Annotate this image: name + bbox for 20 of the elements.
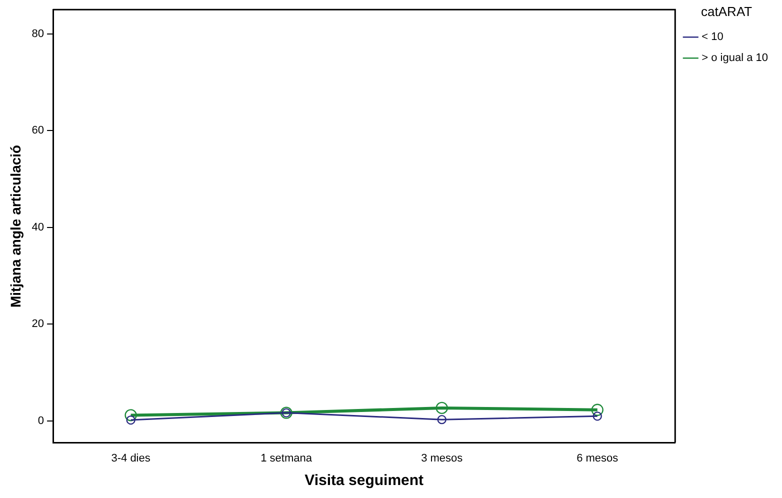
x-tick-label: 3 mesos <box>421 452 464 464</box>
y-axis-title: Mitjana angle articulació <box>7 144 24 308</box>
x-axis-title: Visita seguiment <box>304 472 424 490</box>
y-tick-label: 80 <box>32 28 44 40</box>
legend-label: < 10 <box>702 31 724 44</box>
y-tick-label: 0 <box>38 415 44 428</box>
point <box>591 404 604 416</box>
point <box>437 414 446 424</box>
y-tick-label: 60 <box>32 124 44 137</box>
point <box>124 409 137 422</box>
point <box>592 412 602 421</box>
x-tick-label: 6 mesos <box>576 452 619 464</box>
legend-title: catARAT <box>701 4 752 20</box>
x-tick-label: 1 setmana <box>260 452 313 464</box>
x-tick-label: 3-4 dies <box>111 452 151 464</box>
y-tick-label: 20 <box>32 318 44 330</box>
legend-label: > o igual a 10 <box>702 52 768 64</box>
y-tick-label: 40 <box>32 221 44 234</box>
point <box>436 402 448 414</box>
point <box>126 415 136 425</box>
